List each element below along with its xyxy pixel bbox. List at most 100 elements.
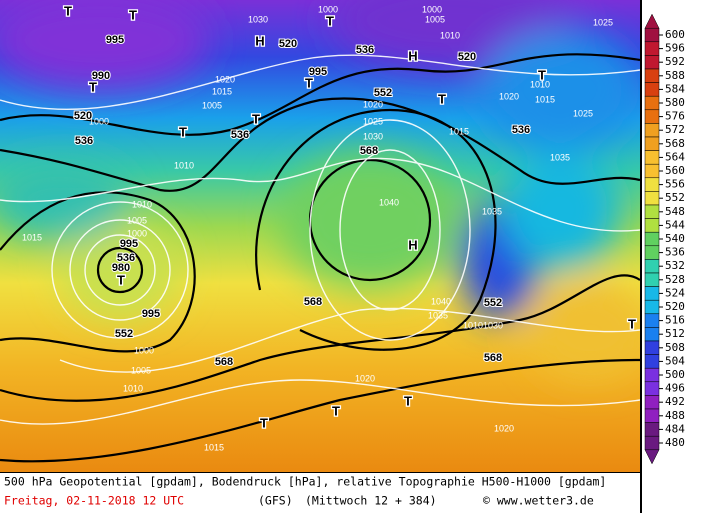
colorbar-swatch bbox=[644, 95, 660, 111]
colorbar-label: 516 bbox=[665, 314, 685, 327]
colorbar-swatch bbox=[644, 340, 660, 355]
map-label: 552 bbox=[115, 328, 133, 340]
colorbar-label: 544 bbox=[665, 218, 685, 231]
colorbar-swatch bbox=[644, 41, 660, 56]
colorbar-swatch bbox=[644, 163, 660, 179]
map-label: 1030 bbox=[363, 131, 383, 141]
map-label: 1000 bbox=[134, 345, 154, 355]
map-label: 1010 bbox=[463, 320, 483, 330]
footer-run: (Mittwoch 12 + 384) bbox=[305, 494, 437, 508]
colorbar-swatch bbox=[644, 204, 660, 219]
footer-credit: © www.wetter3.de bbox=[483, 494, 594, 508]
map-label: 568 bbox=[484, 352, 502, 364]
map-label: 1025 bbox=[593, 17, 613, 27]
colorbar-label: 484 bbox=[665, 422, 685, 435]
map-label: 536 bbox=[117, 252, 135, 264]
map-label: T bbox=[332, 403, 340, 418]
map-area bbox=[0, 0, 640, 472]
colorbar-label: 564 bbox=[665, 150, 685, 163]
colorbar-label: 532 bbox=[665, 259, 685, 272]
map-label: 1015 bbox=[449, 126, 469, 136]
colorbar-swatch bbox=[644, 136, 660, 151]
colorbar-label: 508 bbox=[665, 341, 685, 354]
map-label: 1010 bbox=[440, 30, 460, 40]
map-label: 1020 bbox=[215, 74, 235, 84]
map-label: 536 bbox=[356, 44, 374, 56]
map-label: 552 bbox=[374, 87, 392, 99]
colorbar-swatch bbox=[644, 408, 660, 423]
colorbar-swatch bbox=[644, 245, 660, 260]
map-label: T bbox=[89, 79, 97, 94]
map-label: 1005 bbox=[202, 100, 222, 110]
colorbar-label: 584 bbox=[665, 82, 685, 95]
map-label: 1025 bbox=[573, 108, 593, 118]
map-label: T bbox=[404, 393, 412, 408]
map-label: T bbox=[252, 111, 260, 126]
colorbar-label: 536 bbox=[665, 246, 685, 259]
map-label: T bbox=[326, 13, 334, 28]
map-label: 568 bbox=[215, 356, 233, 368]
colorbar-label: 524 bbox=[665, 286, 685, 299]
map-label: 552 bbox=[484, 297, 502, 309]
map-label: T bbox=[179, 124, 187, 139]
colorbar-swatch bbox=[644, 354, 660, 369]
colorbar-label: 504 bbox=[665, 354, 685, 367]
colorbar-swatch bbox=[644, 259, 660, 274]
map-label: 995 bbox=[142, 308, 160, 320]
map-label: 520 bbox=[458, 51, 476, 63]
map-label: 1015 bbox=[204, 442, 224, 452]
map-label: H bbox=[255, 33, 264, 48]
map-label: 520 bbox=[279, 38, 297, 50]
map-label: 995 bbox=[309, 66, 327, 78]
colorbar-label: 552 bbox=[665, 191, 685, 204]
footer-date: Freitag, 02-11-2018 12 UTC bbox=[4, 494, 184, 508]
colorbar-swatch bbox=[644, 367, 660, 383]
map-label: 1010 bbox=[174, 160, 194, 170]
colorbar-label: 488 bbox=[665, 409, 685, 422]
footer-model: (GFS) bbox=[258, 494, 293, 508]
map-label: 995 bbox=[120, 238, 138, 250]
map-label: 1000 bbox=[422, 4, 442, 14]
map-label: 1035 bbox=[550, 152, 570, 162]
colorbar-swatch bbox=[644, 82, 660, 97]
colorbar-swatch bbox=[644, 299, 660, 315]
colorbar-label: 528 bbox=[665, 273, 685, 286]
map-label: 1010 bbox=[123, 383, 143, 393]
colorbar-label: 588 bbox=[665, 69, 685, 82]
map-label: T bbox=[64, 3, 72, 18]
colorbar-swatch bbox=[644, 422, 660, 437]
map-label: 1040 bbox=[379, 197, 399, 207]
map-label: 990 bbox=[92, 70, 110, 82]
colorbar-label: 480 bbox=[665, 436, 685, 449]
map-label: 1040 bbox=[431, 296, 451, 306]
colorbar-label: 600 bbox=[665, 28, 685, 41]
map-label: 1015 bbox=[22, 232, 42, 242]
map-label: 536 bbox=[75, 135, 93, 147]
map-label: T bbox=[260, 415, 268, 430]
colorbar-swatch bbox=[644, 286, 660, 301]
colorbar-swatch bbox=[644, 177, 660, 192]
colorbar-swatch bbox=[644, 381, 660, 396]
colorbar-label: 560 bbox=[665, 164, 685, 177]
colorbar-swatch bbox=[644, 218, 660, 233]
map-label: 1000 bbox=[89, 116, 109, 126]
colorbar-swatch bbox=[644, 191, 660, 206]
map-label: 1000 bbox=[318, 4, 338, 14]
map-label: 1030 bbox=[248, 14, 268, 24]
colorbar-swatch bbox=[644, 27, 660, 43]
colorbar-label: 572 bbox=[665, 123, 685, 136]
map-label: 568 bbox=[360, 145, 378, 157]
map-label: 1010 bbox=[132, 199, 152, 209]
colorbar-swatch bbox=[644, 68, 660, 83]
map-label: H bbox=[408, 237, 417, 252]
map-label: 980 bbox=[112, 262, 130, 274]
colorbar-label: 492 bbox=[665, 395, 685, 408]
footer-description: 500 hPa Geopotential [gpdam], Bodendruck… bbox=[4, 475, 606, 489]
colorbar-swatch bbox=[644, 313, 660, 328]
map-label: T bbox=[117, 272, 125, 287]
map-label: 1030 bbox=[483, 320, 503, 330]
map-label: 536 bbox=[231, 129, 249, 141]
colorbar-label: 576 bbox=[665, 110, 685, 123]
